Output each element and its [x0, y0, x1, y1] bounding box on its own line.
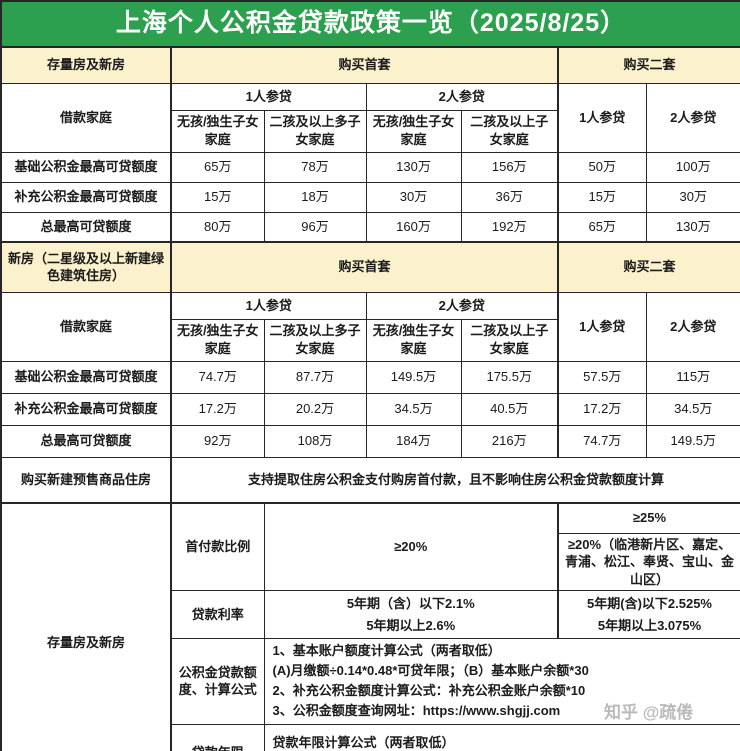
- down-payment-label: 首付款比例: [170, 502, 265, 592]
- section2-two-person-second: 2人参贷: [645, 291, 740, 362]
- down-payment-second-home-districts: ≥20%（临港新片区、嘉定、青浦、松江、奉贤、宝山、金山区）: [556, 532, 740, 592]
- cell-value: 15万: [557, 181, 647, 213]
- cell-value: 17.2万: [170, 392, 265, 426]
- section2-one-person-first: 1人参贷: [170, 291, 367, 320]
- presale-label: 购买新建预售商品住房: [0, 456, 172, 504]
- section1-family-type: 无孩/独生子女家庭: [365, 109, 462, 153]
- loan-term-label: 贷款年限: [170, 723, 265, 751]
- section1-one-person-second: 1人参贷: [557, 82, 647, 153]
- down-payment-first-home: ≥20%: [263, 502, 559, 592]
- row-label-total-max: 总最高可贷额度: [0, 424, 172, 458]
- formula-line: 2、补充公积金额度计算公式：补充公积金账户余额*10: [272, 683, 586, 699]
- cell-value: 96万: [263, 211, 367, 243]
- page-title: 上海个人公积金贷款政策一览（2025/8/25）: [0, 0, 740, 48]
- cell-value: 20.2万: [263, 392, 367, 426]
- section2-family-type: 无孩/独生子女家庭: [170, 318, 265, 362]
- loan-formula-content: 1、基本账户额度计算公式（两者取低） (A)月缴额÷0.14*0.48*可贷年限…: [263, 638, 740, 725]
- cell-value: 65万: [557, 211, 647, 243]
- section2-second-home-header: 购买二套: [556, 241, 740, 293]
- loan-term-content: 贷款年限计算公式（两者取低） (A)50-房龄，最多30年，最少15年；（B）主…: [263, 723, 740, 751]
- cell-value: 34.5万: [365, 392, 462, 426]
- cell-value: 74.7万: [170, 360, 265, 394]
- section1-first-home-header: 购买首套: [170, 46, 559, 84]
- term-line: 贷款年限计算公式（两者取低）: [272, 734, 455, 750]
- section1-family-type: 二孩及以上子女家庭: [460, 109, 559, 153]
- cell-value: 87.7万: [263, 360, 367, 394]
- section2-borrower-family-label: 借款家庭: [0, 291, 172, 362]
- cell-value: 192万: [460, 211, 559, 243]
- cell-value: 130万: [645, 211, 740, 243]
- loan-rate-second-line2: 5年期以上3.075%: [597, 617, 702, 633]
- cell-value: 18万: [263, 181, 367, 213]
- cell-value: 30万: [645, 181, 740, 213]
- cell-value: 15万: [170, 181, 265, 213]
- cell-value: 74.7万: [557, 424, 647, 458]
- loan-rate-second-home: 5年期(含)以下2.525% 5年期以上3.075%: [556, 590, 740, 640]
- section1-borrower-family-label: 借款家庭: [0, 82, 172, 153]
- cell-value: 92万: [170, 424, 265, 458]
- section2-one-person-second: 1人参贷: [557, 291, 647, 362]
- section2-row-type-label: 新房（二星级及以上新建绿色建筑住房）: [0, 241, 172, 293]
- row-label-supplement-max: 补充公积金最高可贷额度: [0, 392, 172, 426]
- loan-rate-first-home: 5年期（含）以下2.1% 5年期以上2.6%: [263, 590, 559, 640]
- cell-value: 80万: [170, 211, 265, 243]
- down-payment-second-home-general: ≥25%: [556, 502, 740, 534]
- row-label-supplement-max: 补充公积金最高可贷额度: [0, 181, 172, 213]
- cell-value: 30万: [365, 181, 462, 213]
- cell-value: 34.5万: [645, 392, 740, 426]
- cell-value: 175.5万: [460, 360, 559, 394]
- row-label-total-max: 总最高可贷额度: [0, 211, 172, 243]
- cell-value: 216万: [460, 424, 559, 458]
- section3-row-type-label: 存量房及新房: [0, 501, 172, 751]
- cell-value: 40.5万: [460, 392, 559, 426]
- cell-value: 100万: [645, 151, 740, 183]
- loan-rate-first-line1: 5年期（含）以下2.1%: [346, 596, 475, 612]
- formula-line: 1、基本账户额度计算公式（两者取低）: [272, 643, 501, 659]
- section2-family-type: 无孩/独生子女家庭: [365, 318, 462, 362]
- loan-formula-label: 公积金贷款额度、计算公式: [170, 638, 265, 725]
- cell-value: 149.5万: [365, 360, 462, 394]
- section2-two-person-first: 2人参贷: [365, 291, 559, 320]
- section1-family-type: 二孩及以上多子女家庭: [263, 109, 367, 153]
- loan-rate-label: 贷款利率: [170, 590, 265, 640]
- section1-one-person-first: 1人参贷: [170, 82, 367, 111]
- section1-family-type: 无孩/独生子女家庭: [170, 109, 265, 153]
- presale-content: 支持提取住房公积金支付购房首付款，且不影响住房公积金贷款额度计算: [169, 456, 740, 504]
- row-label-basic-max: 基础公积金最高可贷额度: [0, 151, 172, 183]
- loan-rate-second-line1: 5年期(含)以下2.525%: [587, 596, 712, 612]
- section2-family-type: 二孩及以上子女家庭: [460, 318, 559, 362]
- section1-two-person-second: 2人参贷: [645, 82, 740, 153]
- cell-value: 130万: [365, 151, 462, 183]
- cell-value: 65万: [170, 151, 265, 183]
- cell-value: 50万: [557, 151, 647, 183]
- section1-row-type-label: 存量房及新房: [0, 46, 172, 84]
- formula-line: 3、公积金额度查询网址：https://www.shgjj.com: [272, 703, 561, 719]
- cell-value: 17.2万: [557, 392, 647, 426]
- cell-value: 36万: [460, 181, 559, 213]
- section1-two-person-first: 2人参贷: [365, 82, 559, 111]
- cell-value: 184万: [365, 424, 462, 458]
- section1-second-home-header: 购买二套: [556, 46, 740, 84]
- section2-family-type: 二孩及以上多子女家庭: [263, 318, 367, 362]
- cell-value: 108万: [263, 424, 367, 458]
- cell-value: 57.5万: [557, 360, 647, 394]
- cell-value: 149.5万: [645, 424, 740, 458]
- cell-value: 78万: [263, 151, 367, 183]
- cell-value: 160万: [365, 211, 462, 243]
- section2-first-home-header: 购买首套: [170, 241, 559, 293]
- loan-rate-first-line2: 5年期以上2.6%: [366, 617, 456, 633]
- formula-line: (A)月缴额÷0.14*0.48*可贷年限；（B）基本账户余额*30: [272, 663, 589, 679]
- cell-value: 115万: [645, 360, 740, 394]
- row-label-basic-max: 基础公积金最高可贷额度: [0, 360, 172, 394]
- cell-value: 156万: [460, 151, 559, 183]
